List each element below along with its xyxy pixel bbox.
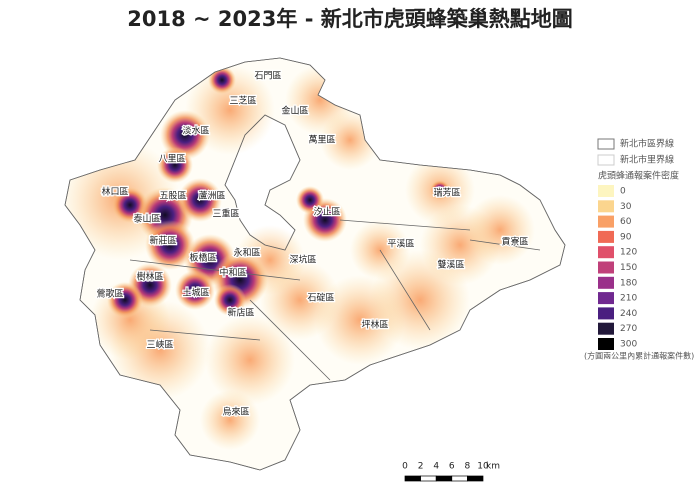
district-label: 石門區 (254, 71, 281, 82)
district-label: 深坑區 (289, 254, 316, 266)
legend-label: 0 (620, 187, 626, 197)
district-label: 土城區 (182, 287, 209, 299)
legend-swatch (598, 215, 614, 228)
district-label: 烏來區 (222, 406, 249, 418)
district-label: 新莊區 (149, 235, 176, 247)
district-label: 貢寮區 (501, 236, 528, 248)
heat-hotspot (157, 147, 193, 183)
legend-swatch (597, 154, 615, 166)
legend-note: (方圓兩公里內累計通報案件數) (584, 351, 694, 361)
scale-tick-label: 10 (477, 462, 489, 472)
district-label: 八里區 (158, 154, 185, 165)
legend-label: 240 (620, 309, 637, 319)
legend-swatch (598, 246, 614, 259)
legend-swatch (598, 276, 614, 289)
heat-blob (200, 390, 260, 450)
district-label: 瑞芳區 (433, 187, 460, 199)
legend-swatch (597, 138, 615, 150)
legend-label: 新北市區界線 (620, 138, 674, 150)
district-label: 萬里區 (308, 134, 335, 146)
heat-layer (65, 65, 535, 450)
heat-hotspot (296, 186, 324, 214)
district-label: 板橋區 (189, 252, 216, 264)
legend-label: 270 (620, 324, 637, 334)
title: 2018 ~ 2023年 - 新北市虎頭蜂築巢熱點地圖 (127, 7, 572, 31)
legend-label: 90 (620, 232, 632, 242)
scale-segment (404, 475, 421, 482)
scale-unit: km (486, 462, 500, 472)
district-label: 淡水區 (182, 125, 209, 137)
scale-tick-label: 2 (418, 462, 424, 472)
district-label: 三峽區 (146, 339, 173, 351)
district-label: 五股區 (159, 191, 186, 202)
heat-hotspot (145, 220, 195, 270)
district-label: 鶯歌區 (96, 288, 123, 300)
legend-swatch (598, 261, 614, 274)
heat-blob (465, 195, 535, 265)
legend-label: 300 (620, 340, 637, 350)
district-label: 泰山區 (133, 213, 160, 225)
scale-segment (435, 475, 453, 482)
heat-hotspot (107, 282, 143, 318)
legend-label: 210 (620, 294, 637, 304)
district-label: 三重區 (212, 208, 239, 220)
scale-segment (420, 475, 437, 482)
district-label: 樹林區 (136, 271, 163, 283)
district-label: 金山區 (281, 105, 308, 117)
scale-tick-label: 8 (465, 462, 471, 472)
legend-label: 150 (620, 263, 637, 273)
scale-tick-label: 4 (433, 462, 439, 472)
legend-swatch (598, 292, 614, 305)
legend-title: 虎頭蜂通報案件密度 (598, 170, 679, 182)
heat-hotspot (178, 178, 222, 222)
district-label: 平溪區 (387, 238, 414, 250)
district-label: 林口區 (101, 186, 128, 198)
heat-hotspot (208, 66, 236, 94)
heat-blob (205, 315, 295, 405)
scale-tick-label: 6 (449, 462, 455, 472)
legend-swatch (598, 307, 614, 320)
district-label: 蘆洲區 (198, 190, 225, 202)
legend-swatch (598, 230, 614, 243)
legend-label: 60 (620, 217, 632, 227)
scale-tick-label: 0 (402, 462, 408, 472)
district-label: 石碇區 (307, 292, 334, 304)
legend-swatch (598, 338, 614, 350)
scale-segment (467, 475, 484, 482)
district-label: 雙溪區 (437, 259, 464, 271)
heat-hotspot (214, 284, 246, 316)
district-label: 汐止區 (313, 206, 340, 218)
legend-label: 180 (620, 278, 637, 288)
district-boundary (64, 57, 566, 471)
district-label: 三芝區 (229, 95, 256, 107)
district-label: 新店區 (227, 307, 254, 319)
district-label: 坪林區 (361, 319, 388, 331)
legend-label: 新北市里界線 (620, 154, 674, 166)
legend-label: 30 (620, 202, 632, 212)
scale-segment (451, 475, 468, 482)
legend-swatch (598, 200, 614, 213)
heat-hotspot (430, 180, 450, 200)
legend-label: 120 (620, 248, 637, 258)
legend-swatch (598, 185, 614, 197)
heat-hotspot (175, 270, 215, 310)
district-label: 中和區 (219, 267, 246, 279)
district-label: 永和區 (233, 247, 260, 259)
legend-swatch (598, 322, 614, 335)
